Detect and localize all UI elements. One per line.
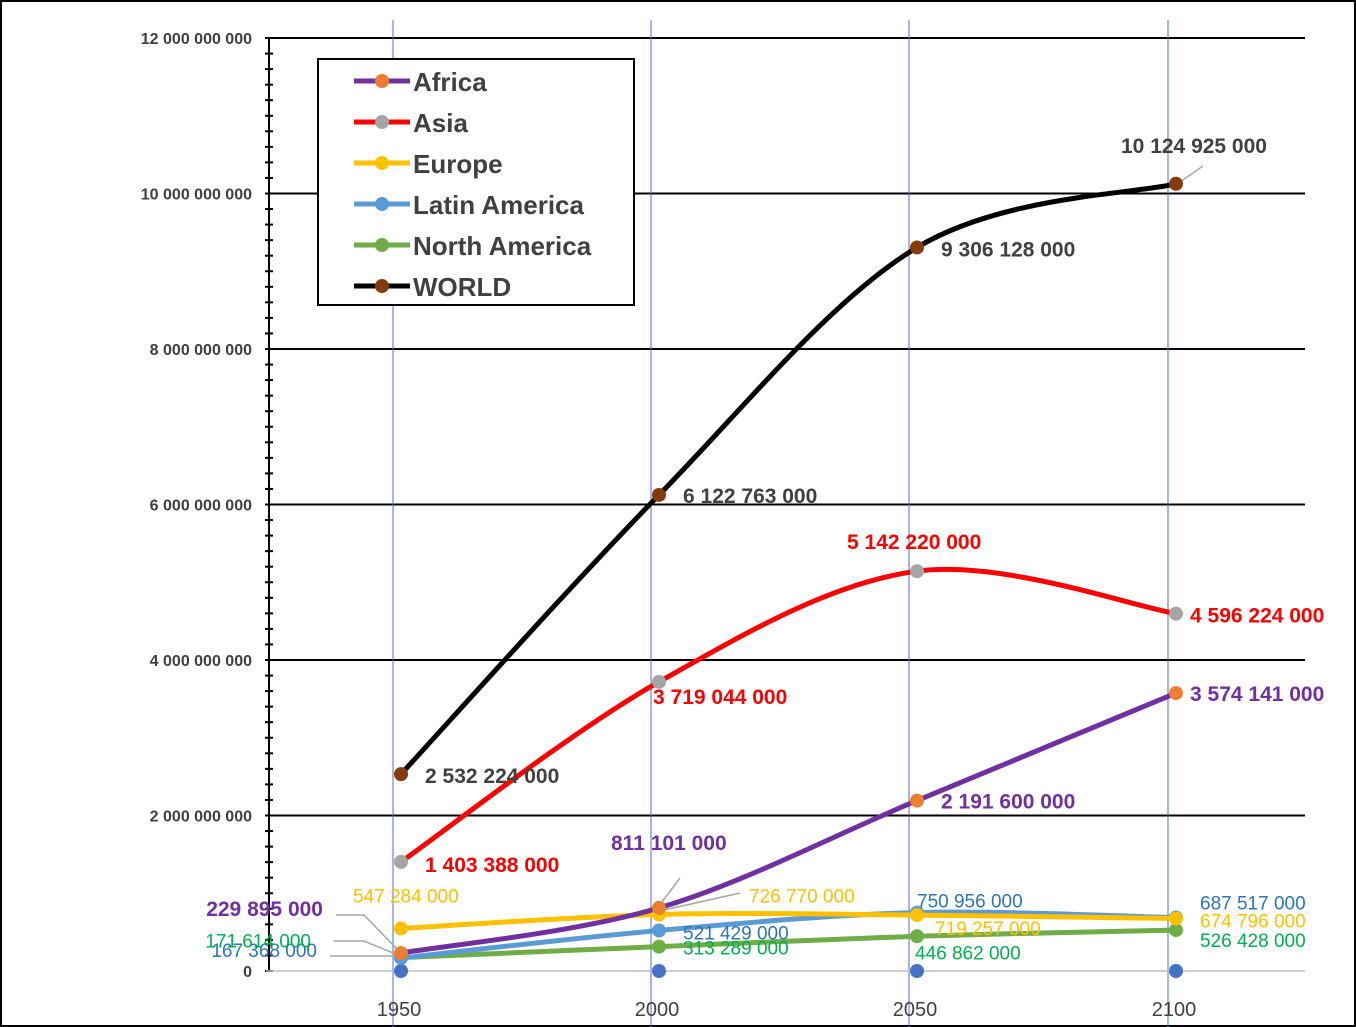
europe-data-label: 719 257 000 [935, 919, 1041, 940]
y-tick-label: 10 000 000 000 [141, 187, 252, 204]
world-point [394, 767, 408, 782]
legend-marker-africa [375, 74, 389, 88]
x-axis-marker [1169, 964, 1183, 978]
x-axis: 1950 2000 2050 2100 [266, 964, 1305, 1021]
x-axis-marker [394, 964, 408, 978]
y-tick-label: 2 000 000 000 [150, 809, 252, 826]
africa-data-label: 3 574 141 000 [1190, 683, 1324, 706]
legend-entry-north-america: North America [413, 231, 592, 261]
africa-line [398, 690, 1179, 956]
x-axis-marker [652, 964, 666, 978]
leader-line [658, 877, 681, 907]
latin-america-data-label: 167 368 000 [211, 941, 317, 962]
y-tick-label: 12 000 000 000 [141, 31, 252, 48]
legend-marker-north-america [375, 238, 389, 252]
y-tick-label: 6 000 000 000 [150, 498, 252, 515]
world-data-label: 2 532 224 000 [425, 765, 559, 788]
leader-line [1179, 165, 1204, 183]
series-markers [394, 176, 1183, 965]
asia-point [394, 854, 408, 869]
world-data-label: 6 122 763 000 [683, 485, 817, 508]
x-tick-label: 2100 [1152, 999, 1197, 1021]
north-america-data-label: 526 428 000 [1200, 931, 1306, 952]
africa-point [394, 946, 408, 961]
asia-data-label: 4 596 224 000 [1190, 605, 1324, 628]
north-america-line [398, 927, 1179, 961]
leader-line [336, 914, 399, 951]
europe-data-label: 547 284 000 [353, 886, 459, 907]
europe-data-label: 674 796 000 [1200, 912, 1306, 933]
europe-data-label: 726 770 000 [749, 886, 855, 907]
legend: Africa Asia Europe Latin America North Ameri… [317, 58, 635, 306]
asia-point [652, 674, 666, 689]
x-tick-label: 2050 [893, 999, 938, 1021]
north-america-data-label: 313 289 000 [683, 939, 789, 960]
north-america-point [652, 939, 666, 954]
y-tick-label: 8 000 000 000 [150, 342, 252, 359]
africa-data-label: 811 101 000 [611, 832, 727, 855]
legend-entry-asia: Asia [413, 108, 468, 138]
africa-data-label: 229 895 000 [206, 898, 323, 921]
y-tick-label: 0 [243, 964, 252, 981]
legend-marker-europe [375, 156, 389, 170]
x-tick-label: 2000 [635, 999, 680, 1021]
world-data-label: 9 306 128 000 [941, 238, 1075, 261]
europe-point [1169, 911, 1183, 926]
asia-data-label: 3 719 044 000 [653, 686, 787, 709]
legend-entry-world: WORLD [413, 272, 511, 302]
europe-point [394, 921, 408, 936]
africa-point [652, 900, 666, 915]
leader-line [663, 892, 741, 911]
asia-data-label: 5 142 220 000 [847, 531, 981, 554]
legend-entry-europe: Europe [413, 149, 503, 179]
x-axis-marker [910, 964, 924, 978]
latin-america-line [398, 909, 1179, 961]
y-tick-label: 4 000 000 000 [150, 653, 252, 670]
leader-line [334, 940, 399, 956]
latin-america-data-label: 521 429 000 [683, 923, 789, 944]
legend-box [317, 58, 635, 306]
latin-america-point [652, 923, 666, 938]
asia-data-label: 1 403 388 000 [425, 854, 559, 877]
y-axis: 0 2 000 000 000 4 000 000 000 6 000 000 000… [141, 31, 273, 981]
world-point [1169, 176, 1183, 191]
africa-point [1169, 686, 1183, 701]
label-leader-lines [330, 165, 1204, 957]
north-america-data-label: 446 862 000 [915, 943, 1021, 964]
world-line [398, 181, 1179, 777]
europe-line [398, 911, 1179, 931]
world-data-label: 10 124 925 000 [1121, 135, 1267, 158]
north-america-point [1169, 923, 1183, 938]
series-lines [398, 181, 1179, 961]
data-labels: 229 895 000 811 101 000 2 191 600 000 3 574… [205, 135, 1324, 964]
asia-line [398, 566, 1179, 865]
legend-entry-latin-america: Latin America [413, 190, 585, 220]
world-point [652, 487, 666, 502]
africa-point [910, 793, 924, 808]
north-america-data-label: 171 614 000 [205, 932, 311, 953]
world-point [910, 240, 924, 255]
x-tick-label: 1950 [377, 999, 422, 1021]
europe-point [910, 908, 924, 923]
legend-entry-africa: Africa [413, 67, 487, 97]
legend-marker-latin-america [375, 197, 389, 211]
latin-america-data-label: 687 517 000 [1200, 894, 1306, 915]
asia-point [910, 564, 924, 579]
legend-marker-world [375, 279, 389, 293]
legend-marker-asia [375, 115, 389, 129]
asia-point [1169, 606, 1183, 621]
africa-data-label: 2 191 600 000 [941, 791, 1075, 814]
latin-america-data-label: 750 956 000 [917, 892, 1023, 913]
north-america-point [910, 929, 924, 944]
